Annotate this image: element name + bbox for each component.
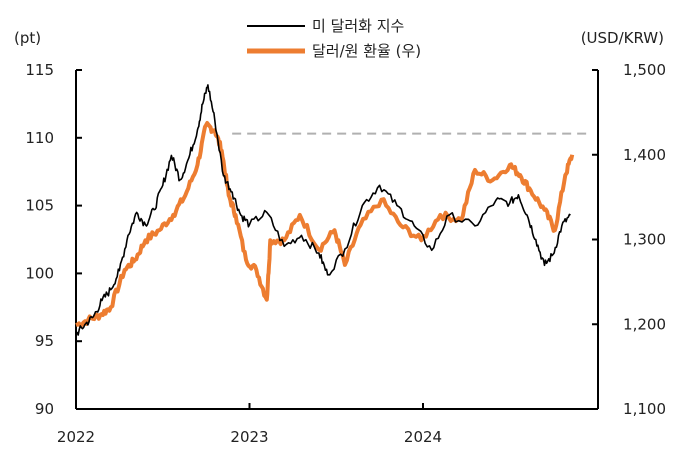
left-tick-label: 105 [25,197,54,215]
left-tick-label: 90 [35,400,54,418]
right-tick-label: 1,300 [623,231,666,249]
legend-label-krw: 달러/원 환율 (우) [312,42,421,60]
right-tick-label: 1,100 [623,400,666,418]
right-axis-unit: (USD/KRW) [581,29,664,47]
left-tick-label: 115 [25,61,54,79]
left-tick-label: 100 [25,264,54,282]
right-tick-label: 1,200 [623,315,666,333]
x-tick-label: 2023 [230,428,268,446]
left-tick-label: 95 [35,332,54,350]
x-tick-label: 2024 [404,428,442,446]
series-line-dxy [75,84,571,336]
right-tick-label: 1,500 [623,61,666,79]
left-axis-unit: (pt) [14,29,41,47]
legend-label-dxy: 미 달러화 지수 [312,17,404,35]
series-line-krw [75,121,575,329]
left-tick-label: 110 [25,129,54,147]
x-tick-label: 2022 [57,428,95,446]
right-tick-label: 1,400 [623,146,666,164]
legend: 미 달러화 지수 달러/원 환율 (우) [247,17,421,60]
